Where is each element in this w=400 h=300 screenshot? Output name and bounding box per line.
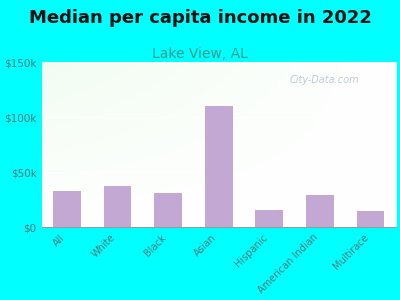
Text: Lake View, AL: Lake View, AL <box>152 46 248 61</box>
Bar <box>357 211 384 227</box>
Bar <box>205 106 232 227</box>
Text: City-Data.com: City-Data.com <box>290 75 359 85</box>
Bar <box>154 193 182 227</box>
Bar <box>255 210 283 227</box>
Bar <box>306 196 334 227</box>
Bar <box>104 186 131 227</box>
Text: Median per capita income in 2022: Median per capita income in 2022 <box>28 9 372 27</box>
Bar <box>53 191 81 227</box>
